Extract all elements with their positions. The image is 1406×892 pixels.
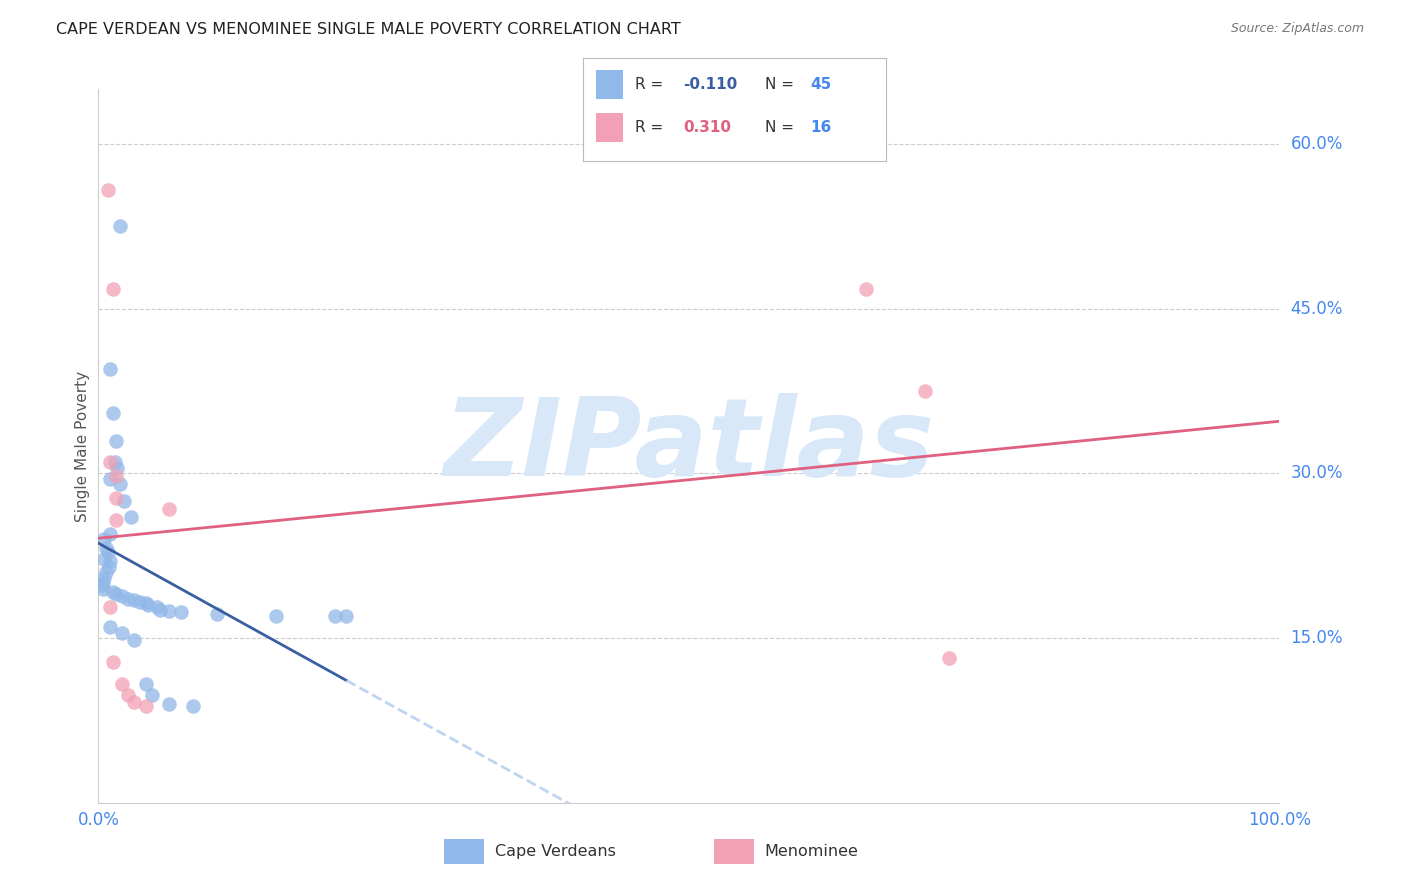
Point	[98, 472, 121, 486]
Point	[98, 620, 121, 634]
Point	[135, 699, 157, 714]
Point	[98, 559, 121, 574]
FancyBboxPatch shape	[596, 113, 623, 142]
Point	[117, 591, 139, 606]
Point	[323, 609, 346, 624]
Point	[146, 600, 169, 615]
Point	[108, 477, 131, 491]
Point	[136, 598, 159, 612]
Point	[101, 655, 124, 669]
Point	[97, 183, 120, 197]
Point	[205, 607, 228, 621]
Text: 45: 45	[810, 77, 831, 92]
Point	[157, 501, 180, 516]
Point	[93, 552, 115, 566]
Text: 0.310: 0.310	[683, 120, 731, 136]
Point	[105, 434, 128, 448]
Text: 30.0%: 30.0%	[1291, 465, 1343, 483]
Text: Cape Verdeans: Cape Verdeans	[495, 845, 616, 859]
Point	[855, 282, 877, 296]
Text: ZIPatlas: ZIPatlas	[443, 393, 935, 499]
Point	[117, 688, 139, 702]
Point	[111, 625, 134, 640]
Point	[91, 582, 114, 596]
Point	[93, 533, 115, 547]
Text: CAPE VERDEAN VS MENOMINEE SINGLE MALE POVERTY CORRELATION CHART: CAPE VERDEAN VS MENOMINEE SINGLE MALE PO…	[56, 22, 681, 37]
Point	[105, 512, 128, 526]
Point	[181, 699, 204, 714]
FancyBboxPatch shape	[444, 839, 484, 864]
Point	[111, 677, 134, 691]
Point	[264, 609, 287, 624]
Point	[122, 592, 145, 607]
Point	[98, 526, 121, 541]
Point	[94, 566, 117, 580]
Point	[914, 384, 936, 398]
Point	[97, 545, 120, 559]
Point	[111, 590, 134, 604]
Point	[93, 571, 115, 585]
Point	[94, 541, 117, 555]
Point	[122, 695, 145, 709]
Text: 16: 16	[810, 120, 831, 136]
Point	[101, 585, 124, 599]
Point	[128, 595, 150, 609]
Point	[105, 491, 128, 505]
Point	[170, 605, 193, 619]
Point	[105, 587, 128, 601]
Point	[335, 609, 357, 624]
Text: Menominee: Menominee	[765, 845, 859, 859]
Text: R =: R =	[636, 120, 668, 136]
Point	[108, 219, 131, 234]
Point	[104, 455, 127, 469]
Point	[141, 688, 163, 702]
Text: N =: N =	[765, 120, 799, 136]
Point	[135, 677, 157, 691]
Point	[101, 406, 124, 420]
Point	[938, 651, 960, 665]
Text: 60.0%: 60.0%	[1291, 135, 1343, 153]
FancyBboxPatch shape	[714, 839, 754, 864]
Point	[98, 362, 121, 376]
Text: R =: R =	[636, 77, 668, 92]
Point	[157, 697, 180, 711]
Y-axis label: Single Male Poverty: Single Male Poverty	[75, 370, 90, 522]
Point	[135, 596, 157, 610]
Point	[105, 461, 128, 475]
Text: -0.110: -0.110	[683, 77, 738, 92]
FancyBboxPatch shape	[596, 70, 623, 99]
Point	[98, 600, 121, 615]
Point	[101, 282, 124, 296]
Point	[122, 633, 145, 648]
Point	[98, 455, 121, 469]
Point	[98, 554, 121, 568]
Point	[91, 578, 114, 592]
Text: N =: N =	[765, 77, 799, 92]
Point	[91, 576, 114, 591]
Point	[121, 510, 143, 524]
Text: 15.0%: 15.0%	[1291, 629, 1343, 647]
Point	[112, 494, 135, 508]
Point	[157, 604, 180, 618]
Text: 45.0%: 45.0%	[1291, 300, 1343, 318]
Text: Source: ZipAtlas.com: Source: ZipAtlas.com	[1230, 22, 1364, 36]
Point	[105, 468, 128, 483]
Point	[149, 602, 172, 616]
